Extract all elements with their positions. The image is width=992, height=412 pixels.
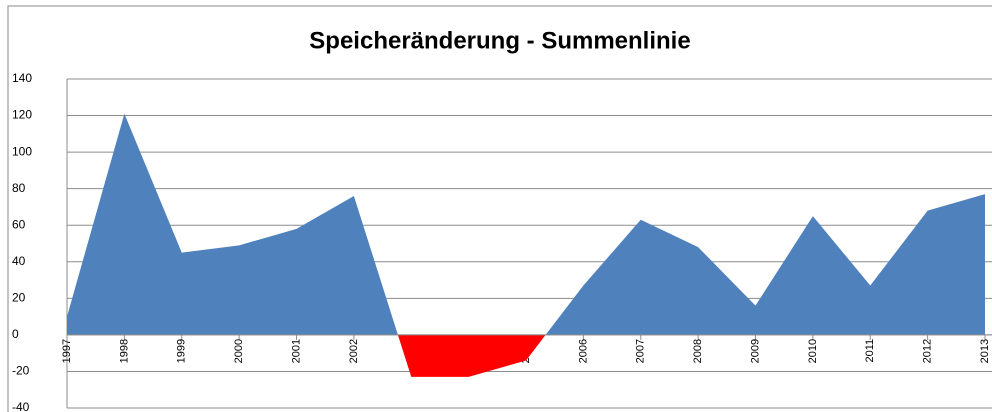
x-tick-label: 2007: [635, 339, 647, 363]
y-tick-label: 100: [12, 144, 32, 158]
y-tick-label: 140: [12, 71, 32, 85]
x-tick-label: 2010: [807, 339, 819, 363]
x-tick-label: 2011: [864, 339, 876, 363]
x-tick-label: 2009: [749, 339, 761, 363]
x-tick-label: 2000: [233, 339, 245, 363]
x-tick-label: 2013: [979, 339, 991, 363]
y-tick-label: 80: [12, 181, 26, 195]
x-tick-label: 1997: [61, 339, 73, 363]
y-tick-label: 0: [12, 327, 19, 341]
x-tick-label: 2012: [922, 339, 934, 363]
x-tick-label: 2008: [692, 339, 704, 363]
y-tick-label: 20: [12, 291, 26, 305]
x-tick-label: 2002: [348, 339, 360, 363]
y-tick-label: 120: [12, 108, 32, 122]
y-tick-label: 40: [12, 254, 26, 268]
x-tick-label: 1998: [118, 339, 130, 363]
y-tick-label: -40: [12, 400, 30, 412]
x-tick-label: 2001: [290, 339, 302, 363]
chart-title: Speicheränderung - Summenlinie: [309, 27, 690, 54]
area: [67, 113, 985, 335]
negative-area: [67, 334, 985, 377]
y-tick-label: 60: [12, 217, 26, 231]
x-tick-label: 2006: [577, 339, 589, 363]
y-tick-label: -20: [12, 364, 30, 378]
x-tick-label: 1999: [176, 339, 188, 363]
